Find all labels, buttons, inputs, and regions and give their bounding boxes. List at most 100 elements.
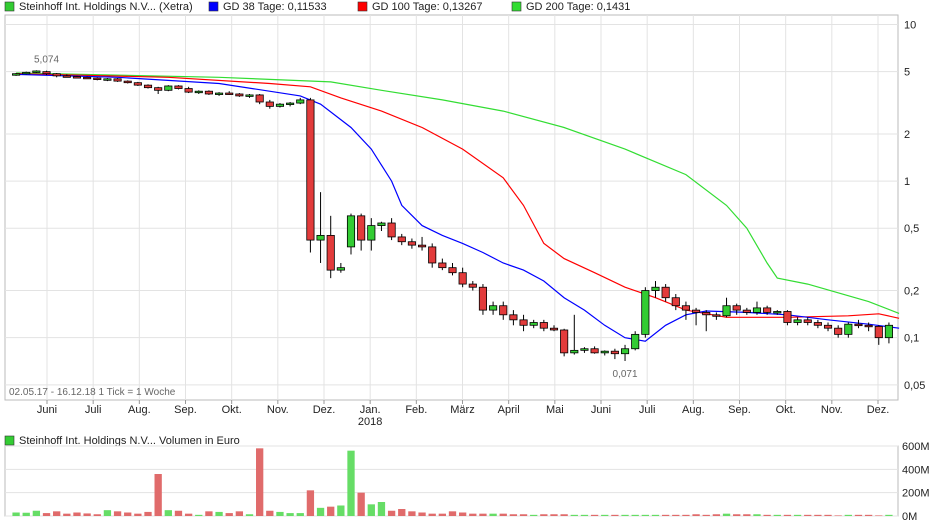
candle-body bbox=[864, 324, 873, 328]
volume-bar bbox=[93, 514, 101, 516]
volume-tick-label: 400M bbox=[902, 464, 930, 476]
volume-bar bbox=[53, 511, 61, 516]
x-tick-label: Juni bbox=[37, 404, 57, 416]
candle-body bbox=[184, 88, 193, 93]
volume-bar bbox=[134, 513, 142, 516]
candle-body bbox=[823, 324, 833, 329]
volume-bar bbox=[489, 513, 497, 516]
price-annotation: 0,071 bbox=[613, 369, 638, 380]
y-tick-label: 2 bbox=[904, 129, 910, 141]
candle-body bbox=[752, 307, 762, 313]
volume-bar bbox=[804, 514, 812, 516]
candle-body bbox=[539, 322, 548, 329]
candle-body bbox=[793, 319, 802, 323]
candle-body bbox=[834, 327, 843, 335]
volume-bar bbox=[448, 511, 457, 516]
volume-bar bbox=[174, 510, 183, 516]
volume-bar bbox=[32, 510, 41, 516]
candle-body bbox=[62, 75, 71, 78]
volume-bar bbox=[337, 505, 345, 516]
volume-bar bbox=[205, 511, 213, 516]
volume-bar bbox=[22, 512, 30, 516]
candle-body bbox=[22, 71, 31, 75]
volume-bar bbox=[256, 448, 264, 516]
candle-body bbox=[83, 76, 92, 80]
candle-body bbox=[215, 92, 224, 95]
volume-bar bbox=[316, 507, 325, 516]
volume-bar bbox=[73, 512, 81, 516]
candle-body bbox=[235, 93, 244, 97]
volume-bar bbox=[864, 514, 873, 516]
volume-bar bbox=[834, 515, 842, 516]
candle-body bbox=[377, 222, 386, 226]
volume-bar bbox=[398, 509, 406, 516]
volume-bar bbox=[580, 514, 589, 516]
volume-bar bbox=[458, 512, 467, 516]
candle-body bbox=[692, 309, 701, 313]
volume-bar bbox=[286, 513, 294, 516]
candle-body bbox=[590, 348, 599, 354]
volume-bar bbox=[266, 510, 274, 516]
candle-body bbox=[438, 262, 447, 269]
volume-bar bbox=[347, 450, 355, 516]
volume-bar bbox=[854, 514, 863, 516]
volume-bar bbox=[722, 513, 731, 516]
candle-body bbox=[103, 78, 112, 81]
volume-bar bbox=[469, 513, 477, 516]
x-tick-label: März bbox=[450, 404, 474, 416]
candle-body bbox=[458, 272, 467, 285]
candle-body bbox=[52, 73, 61, 77]
candle-body bbox=[610, 350, 619, 355]
candle-body bbox=[722, 305, 731, 317]
candle-body bbox=[113, 78, 122, 82]
candle-body bbox=[265, 101, 274, 107]
range-note: 02.05.17 - 16.12.18 1 Tick = 1 Woche bbox=[9, 387, 176, 398]
candle-body bbox=[681, 305, 690, 311]
y-tick-label: 5 bbox=[904, 67, 910, 79]
x-tick-label: Mai bbox=[546, 404, 564, 416]
candle-body bbox=[509, 314, 518, 321]
volume-bar bbox=[692, 514, 700, 516]
volume-legend-swatch bbox=[4, 435, 15, 446]
volume-bar bbox=[743, 514, 751, 516]
volume-bar bbox=[235, 511, 244, 516]
volume-bar bbox=[499, 513, 507, 516]
volume-bar bbox=[306, 490, 315, 516]
legend-label: Steinhoff Int. Holdings N.V... (Xetra) bbox=[19, 1, 193, 13]
candle-body bbox=[529, 322, 538, 326]
volume-bar bbox=[63, 513, 71, 516]
candle-body bbox=[884, 324, 893, 339]
volume-bar bbox=[773, 514, 781, 516]
candle-body bbox=[854, 323, 863, 327]
volume-bar bbox=[408, 511, 416, 516]
volume-bar bbox=[377, 502, 386, 516]
candle-body bbox=[123, 80, 132, 84]
candle-body bbox=[42, 71, 51, 75]
legend-label: GD 100 Tage: 0,13267 bbox=[372, 1, 483, 13]
y-tick-label: 1 bbox=[904, 176, 910, 188]
candle-body bbox=[549, 327, 559, 331]
volume-tick-label: 600M bbox=[902, 441, 930, 453]
x-tick-label: Juli bbox=[85, 404, 102, 416]
volume-bar bbox=[387, 510, 396, 516]
candle-body bbox=[275, 103, 285, 107]
x-tick-label: Nov. bbox=[821, 404, 843, 416]
candle-body bbox=[560, 329, 569, 354]
candle-body bbox=[671, 297, 680, 307]
volume-bar bbox=[682, 514, 690, 516]
volume-bar bbox=[357, 492, 365, 516]
candle-body bbox=[712, 314, 721, 317]
volume-bar bbox=[550, 514, 558, 516]
volume-tick-label: 200M bbox=[902, 488, 930, 500]
volume-bar bbox=[702, 514, 710, 516]
ma100-line bbox=[16, 73, 900, 319]
volume-bar bbox=[540, 514, 548, 516]
x-tick-label: Nov. bbox=[267, 404, 289, 416]
candle-body bbox=[306, 99, 315, 241]
volume-bar bbox=[195, 514, 203, 516]
volume-bar bbox=[763, 514, 771, 516]
volume-bar bbox=[479, 513, 487, 516]
candle-body bbox=[783, 311, 792, 323]
volume-bar bbox=[590, 514, 599, 516]
candle-body bbox=[154, 87, 163, 91]
